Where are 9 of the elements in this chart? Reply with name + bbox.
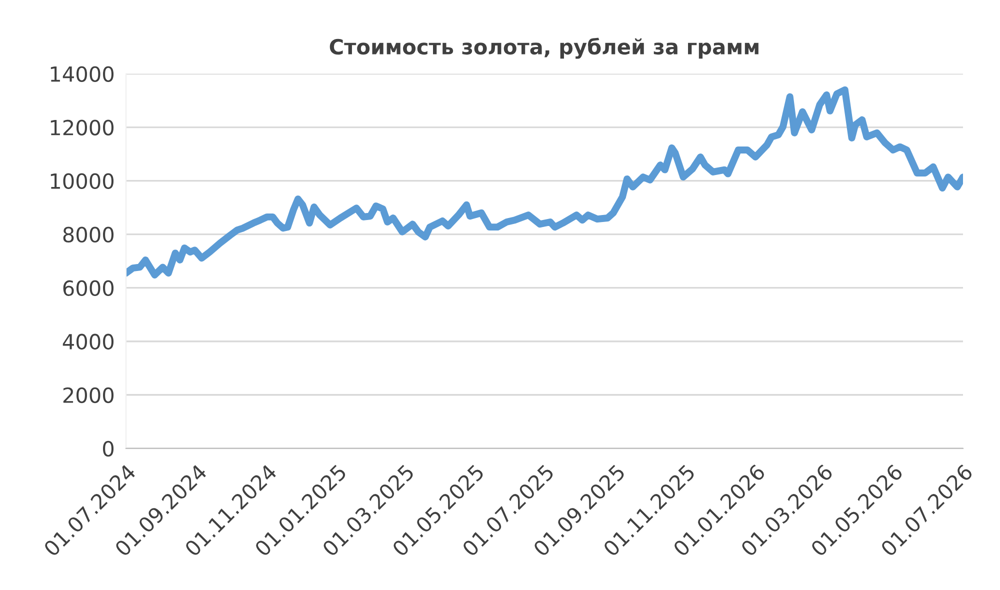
- y-tick-label: 2000: [63, 387, 114, 404]
- y-tick-label: 12000: [50, 120, 114, 136]
- y-tick-label: 8000: [63, 226, 114, 243]
- y-tick-label: 14000: [50, 66, 114, 82]
- y-tick-label: 0: [103, 440, 114, 457]
- y-tick-label: 10000: [50, 173, 114, 190]
- y-tick-label: 4000: [62, 334, 114, 350]
- y-tick-label: 6000: [63, 280, 114, 296]
- chart-title: Стоимость золота, рублей за грамм: [330, 38, 758, 59]
